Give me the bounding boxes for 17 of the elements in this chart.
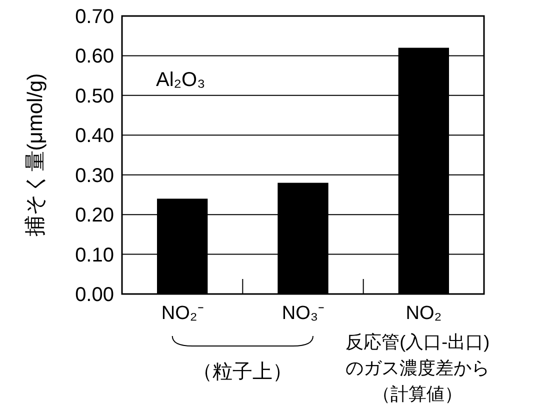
x-tick-label: NO₃⁻ [282,303,324,324]
text: （粒子上） [192,361,293,383]
y-tick-label: 0.30 [75,164,114,187]
y-tick-label: 0.60 [75,46,114,68]
y-tick-label: 0.10 [75,244,114,266]
y-axis-title: 捕そく量(μmol/g) [24,73,47,237]
x-tick-label: NO₂ [406,303,442,324]
y-tick-label: 0.00 [75,284,114,306]
y-tick-label: 0.40 [75,125,114,148]
text: のガス濃度差から [346,358,490,378]
y-tick-label: 0.50 [75,85,114,108]
annotation: Al₂O₃ [156,69,206,91]
text: 反応管(入口-出口) [346,332,490,352]
y-tick-label: 0.20 [75,204,114,227]
x-tick-label: NO₂⁻ [161,303,204,324]
text: （計算値） [372,384,463,404]
y-tick-label: 0.70 [75,6,114,28]
